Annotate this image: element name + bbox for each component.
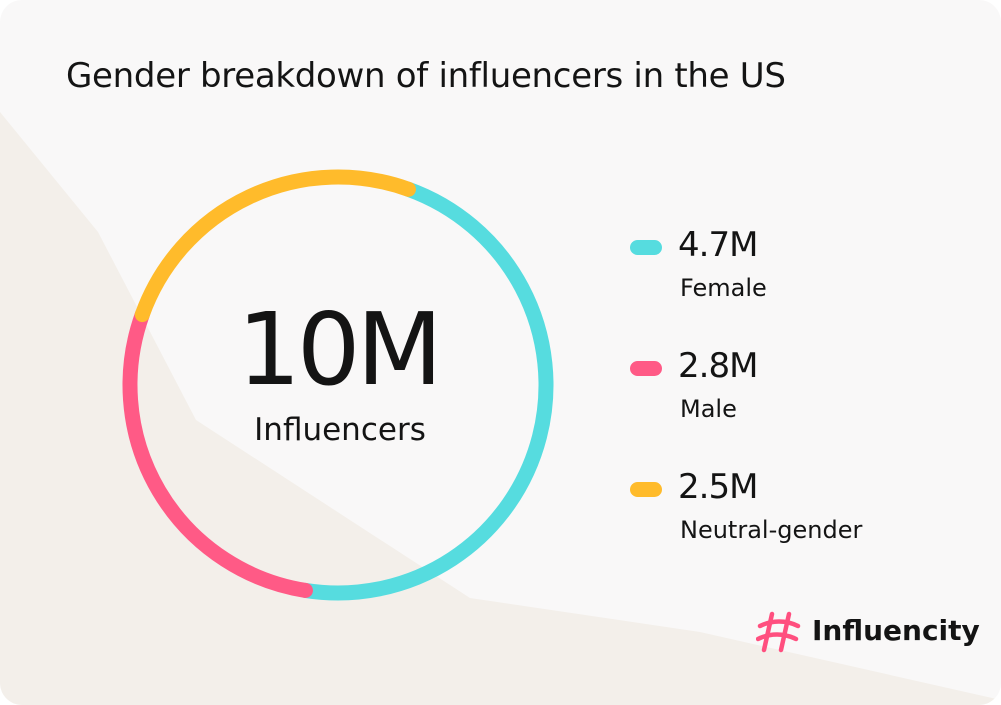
legend-label-female: Female xyxy=(680,274,767,302)
legend: 4.7M Female 2.8M Male 2.5M Neutral-gende… xyxy=(630,222,930,585)
legend-label-neutral-gender: Neutral-gender xyxy=(680,516,863,544)
legend-value-female: 4.7M xyxy=(678,225,758,265)
total-label: Influencers xyxy=(254,412,426,448)
legend-item-male: 2.8M Male xyxy=(630,343,930,464)
chart-title: Gender breakdown of influencers in the U… xyxy=(66,56,786,96)
donut-segment-male xyxy=(122,307,313,598)
total-value: 10M xyxy=(237,291,443,408)
hashtag-icon xyxy=(756,611,801,653)
legend-label-male: Male xyxy=(680,395,737,423)
legend-item-neutral-gender: 2.5M Neutral-gender xyxy=(630,464,930,585)
legend-swatch-female xyxy=(630,240,662,255)
legend-swatch-male xyxy=(630,361,662,376)
legend-value-male: 2.8M xyxy=(678,346,758,386)
legend-item-female: 4.7M Female xyxy=(630,222,930,343)
donut-segment-neutral-gender xyxy=(134,169,416,323)
donut-segment-female xyxy=(297,181,554,601)
legend-swatch-neutral-gender xyxy=(630,482,662,497)
legend-value-neutral-gender: 2.5M xyxy=(678,467,758,507)
brand-name: Influencity xyxy=(812,614,980,647)
